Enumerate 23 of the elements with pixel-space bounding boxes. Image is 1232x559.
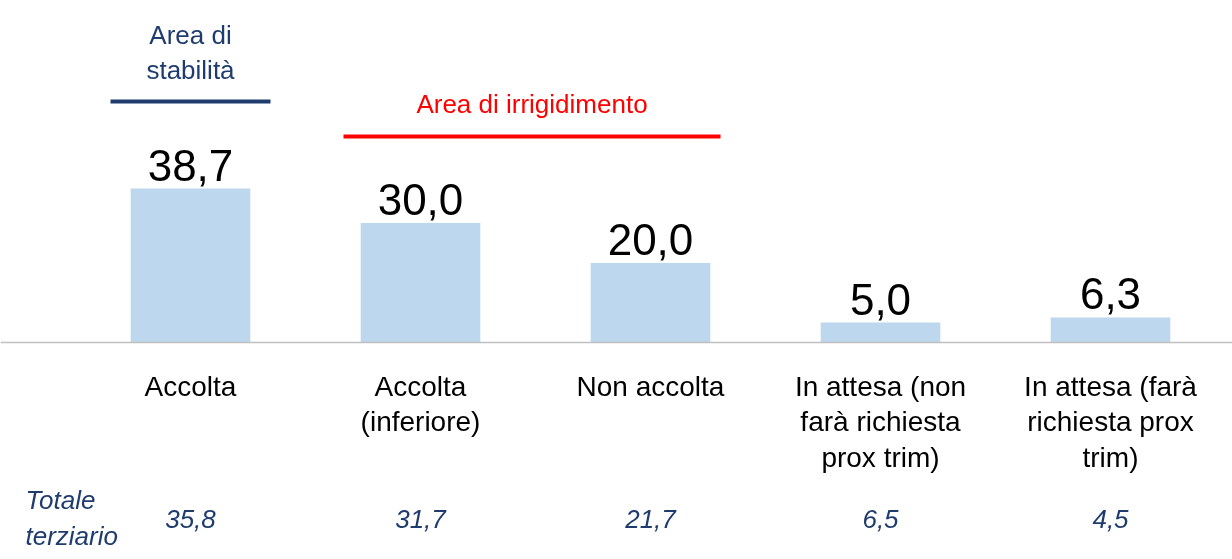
bar bbox=[130, 188, 251, 343]
text: 21,7 bbox=[624, 503, 678, 534]
x-tick-label: In attesa (farà richiesta prox trim) bbox=[1024, 370, 1198, 473]
data-label: 38,7 bbox=[147, 140, 234, 190]
data-label: 30,0 bbox=[377, 175, 464, 225]
text: 31,7 bbox=[395, 503, 448, 534]
text: Totale terziario bbox=[25, 484, 118, 551]
text: 4,5 bbox=[1092, 503, 1130, 534]
bar bbox=[360, 223, 481, 343]
x-tick-label: In attesa (non farà richiesta prox trim) bbox=[794, 370, 967, 473]
text: Area di irrigidimento bbox=[416, 88, 648, 119]
data-label: 20,0 bbox=[607, 214, 694, 264]
data-label: 5,0 bbox=[849, 274, 912, 324]
bar bbox=[1050, 317, 1171, 343]
text: Area di stabilità bbox=[146, 20, 236, 85]
x-tick-label: Non accolta bbox=[576, 370, 725, 402]
bar bbox=[590, 262, 711, 343]
bar bbox=[820, 322, 941, 343]
data-label: 6,3 bbox=[1079, 269, 1142, 319]
x-tick-label: Accolta (inferiore) bbox=[360, 370, 481, 438]
text: 35,8 bbox=[165, 503, 217, 534]
x-tick-label: Accolta bbox=[144, 370, 237, 402]
text: 6,5 bbox=[862, 503, 900, 534]
